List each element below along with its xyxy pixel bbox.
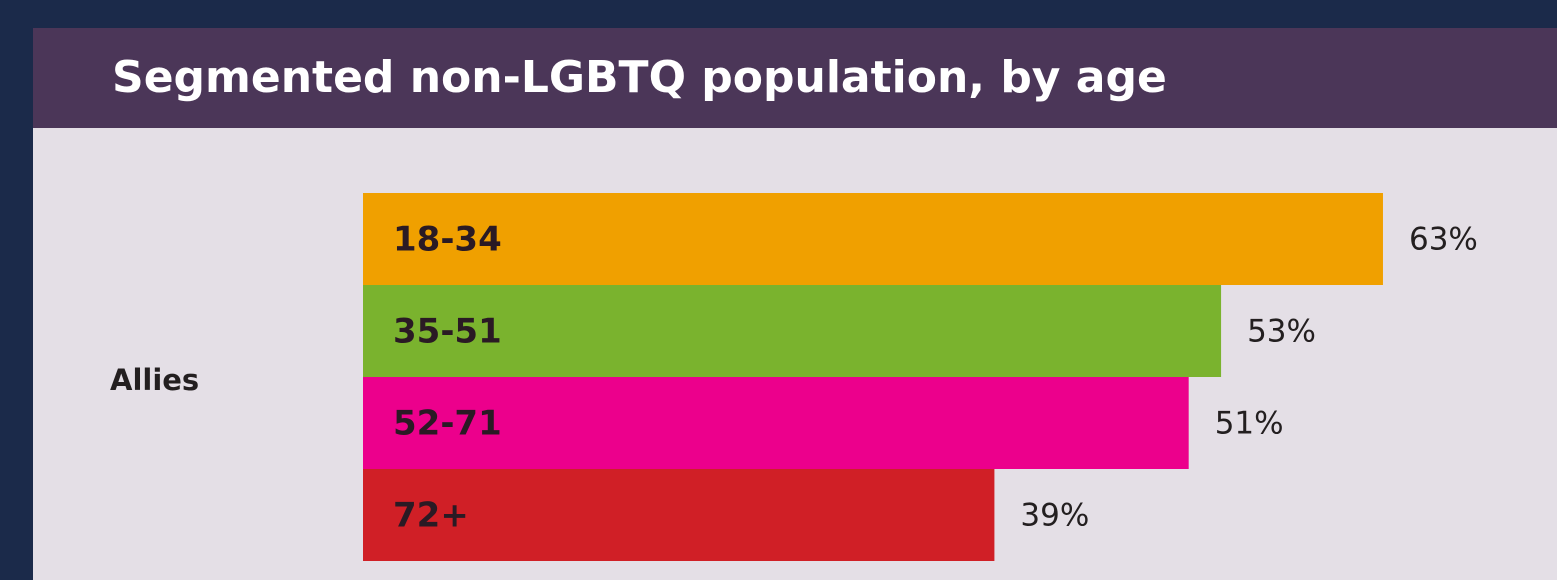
value-label: 63% bbox=[1409, 222, 1478, 258]
series-label: 35-51 bbox=[393, 312, 502, 352]
bar bbox=[363, 469, 995, 561]
series-label: 18-34 bbox=[393, 220, 502, 260]
header bbox=[33, 28, 1557, 128]
value-label: 53% bbox=[1247, 314, 1316, 350]
group-label: Allies bbox=[110, 363, 199, 397]
series-label: 72+ bbox=[393, 496, 469, 536]
chart-title: Segmented non-LGBTQ population, by age bbox=[112, 52, 1167, 103]
bar bbox=[363, 285, 1222, 377]
value-label: 39% bbox=[1020, 498, 1089, 534]
series-label: 52-71 bbox=[393, 404, 502, 444]
bar bbox=[363, 377, 1189, 469]
bar bbox=[363, 193, 1383, 285]
value-label: 51% bbox=[1215, 406, 1284, 442]
